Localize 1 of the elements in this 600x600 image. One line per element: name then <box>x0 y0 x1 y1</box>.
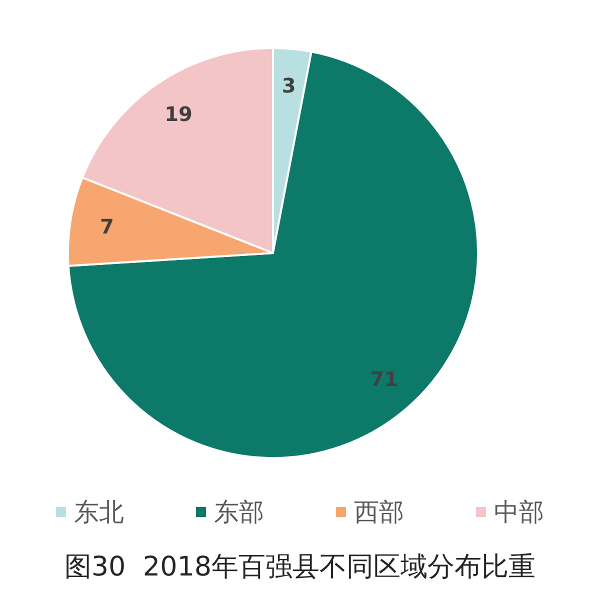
title: 图30 2018年百强县不同区域分布比重 <box>64 552 536 582</box>
